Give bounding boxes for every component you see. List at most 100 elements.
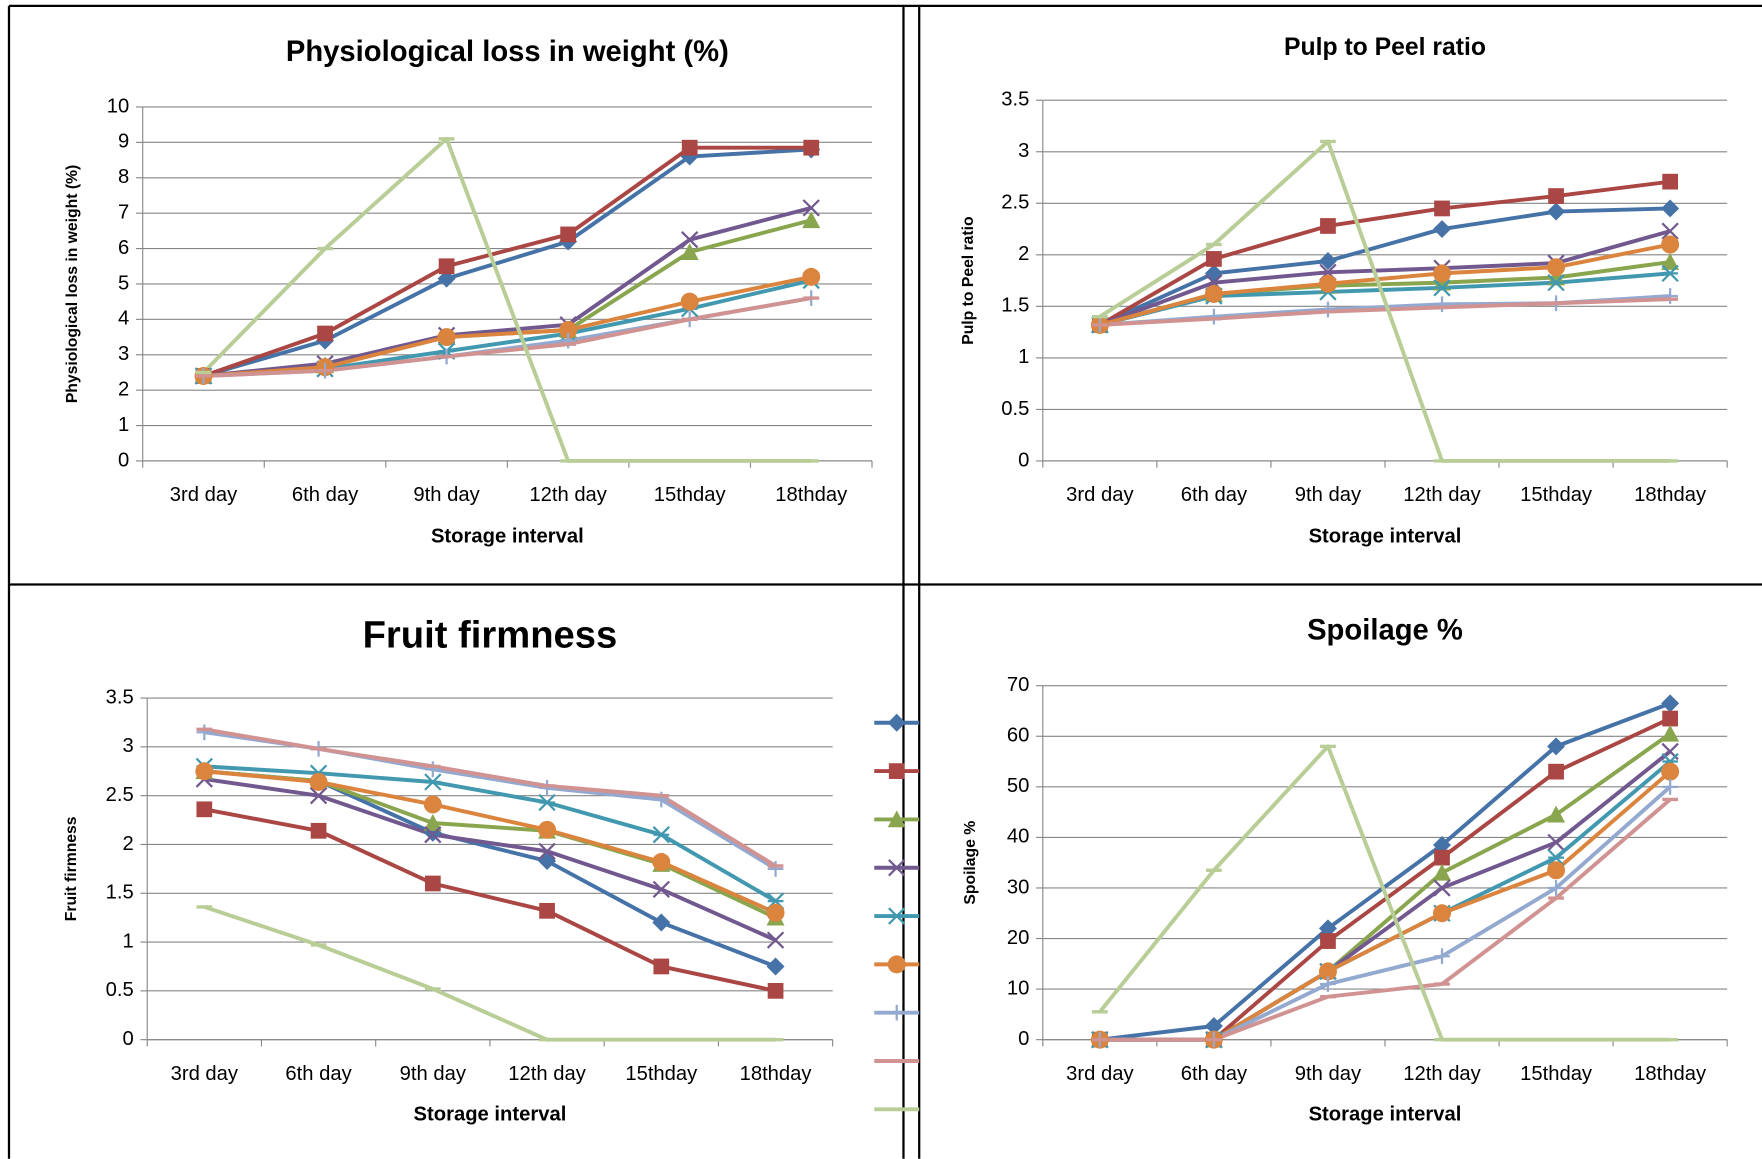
marker [1661,264,1679,283]
marker [1434,849,1450,866]
y-tick-label: 2.5 [1001,192,1029,214]
y-tick-label: 2 [118,378,129,400]
series-line [204,777,777,942]
marker [1547,848,1565,867]
x-tick-label: 9th day [400,1063,467,1085]
series-line [1099,242,1671,327]
series-line [202,136,812,463]
marker [1434,948,1450,965]
marker [196,724,213,741]
marker [1318,962,1337,981]
marker [802,199,820,217]
y-tick-label: 6 [118,237,129,259]
marker [1548,763,1564,780]
y-tick-label: 9 [118,131,129,153]
marker [767,860,784,877]
marker [1434,296,1450,313]
x-tick-label: 3rd day [170,484,238,506]
marker [538,793,556,812]
x-tick-label: 15thday [1520,1063,1593,1085]
marker [539,779,555,796]
marker [1433,863,1452,881]
marker [310,822,327,839]
legend-marker [887,713,906,732]
x-tick-label: 3rd day [1066,1063,1134,1085]
marker [1662,710,1679,727]
y-tick-label: 0 [1018,1028,1029,1050]
x-tick-label: 6th day [1181,484,1248,506]
marker [802,211,821,229]
x-tick-label: 3rd day [1066,484,1134,506]
marker [1547,273,1565,292]
legend-marker [888,907,906,925]
marker [1661,222,1679,240]
y-tick-label: 2 [1018,243,1029,265]
marker [539,902,555,919]
marker [1548,188,1564,204]
marker [1206,251,1222,267]
y-tick-label: 4 [118,308,129,330]
y-tick-label: 40 [1007,826,1029,848]
legend-marker [887,955,906,974]
x-tick-label: 18thday [1634,484,1707,506]
series-line [204,764,777,903]
x-tick-label: 3rd day [171,1063,239,1085]
marker [767,982,784,999]
marker [803,139,820,156]
marker [1433,879,1451,897]
y-tick-label: 0 [122,1028,133,1050]
x-tick-label: 18thday [740,1063,813,1085]
marker [1204,284,1223,303]
x-tick-label: 15thday [654,484,727,506]
x-axis-title: Storage interval [1309,1103,1462,1125]
legend-marker [887,810,906,828]
x-tick-label: 12th day [508,1063,586,1085]
x-tick-label: 18thday [775,484,848,506]
y-tick-label: 50 [1007,775,1029,797]
series-line [204,769,777,915]
x-axis-title: Storage interval [431,526,584,548]
series-line [1099,701,1671,1042]
marker [196,801,213,818]
series-line [1098,744,1671,1042]
marker [309,773,328,791]
y-axis-title: Fruit firmness [63,816,80,921]
series-line [202,145,812,378]
marker [1433,279,1451,297]
marker [1433,904,1452,923]
x-tick-label: 15thday [625,1063,698,1085]
y-tick-label: 70 [1007,674,1029,696]
marker [317,325,333,342]
marker [437,269,456,288]
marker [652,913,671,932]
y-tick-label: 0 [1018,449,1029,471]
series-line [203,905,776,1042]
y-tick-label: 3 [118,343,129,365]
marker [1547,258,1566,277]
marker [195,762,214,781]
y-tick-label: 1 [122,930,133,952]
y-tick-label: 3 [1018,140,1029,162]
y-tick-label: 1.5 [106,882,134,904]
marker [423,813,442,831]
marker [1320,933,1336,949]
marker [1548,880,1564,896]
series-line [1099,797,1672,1042]
marker [1661,724,1680,742]
series-line [1099,229,1671,327]
chart-title: Fruit firmness [363,613,618,656]
marker [652,826,670,844]
y-tick-label: 1 [118,414,129,436]
marker [766,903,785,922]
series-line [203,727,777,868]
series-line [203,205,812,378]
marker [309,786,328,805]
marker [1547,861,1566,880]
marker [1547,805,1566,823]
marker [1661,253,1680,270]
y-tick-label: 0.5 [1001,398,1029,420]
series-line [203,807,776,993]
y-tick-label: 5 [118,272,129,294]
series-line [1099,297,1671,327]
